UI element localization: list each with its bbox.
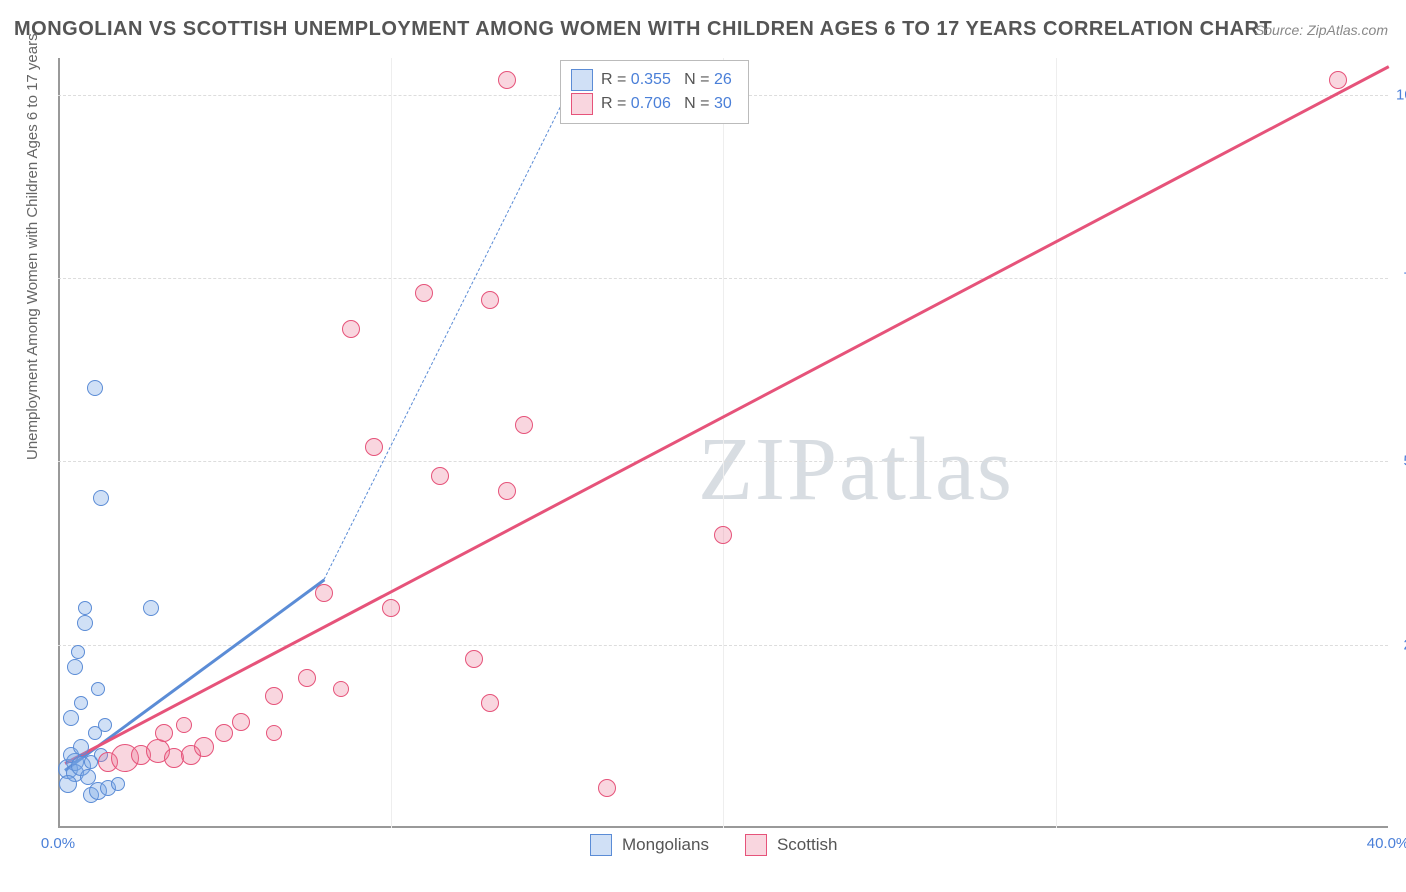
data-point [598, 779, 616, 797]
data-point [365, 438, 383, 456]
data-point [98, 718, 112, 732]
data-point [315, 584, 333, 602]
data-point [333, 681, 349, 697]
chart-title: MONGOLIAN VS SCOTTISH UNEMPLOYMENT AMONG… [14, 18, 1272, 41]
data-point [155, 724, 173, 742]
data-point [415, 284, 433, 302]
data-point [431, 467, 449, 485]
legend-stat-text: R = 0.355 N = 26 [601, 71, 732, 89]
grid-line-v [1056, 58, 1057, 828]
data-point [73, 739, 89, 755]
y-axis-label: Unemployment Among Women with Children A… [24, 33, 41, 460]
legend-swatch [590, 834, 612, 856]
legend-series-label: Mongolians [622, 835, 709, 855]
data-point [298, 669, 316, 687]
data-point [194, 737, 214, 757]
data-point [59, 775, 77, 793]
data-point [382, 599, 400, 617]
watermark: ZIPatlas [698, 418, 1014, 521]
source-label: Source: ZipAtlas.com [1255, 22, 1388, 38]
scatter-plot: ZIPatlas 25.0%50.0%75.0%100.0%0.0%40.0%R… [58, 58, 1388, 828]
data-point [111, 777, 125, 791]
legend-swatch [571, 93, 593, 115]
x-tick-label: 0.0% [41, 835, 75, 852]
data-point [78, 601, 92, 615]
y-tick-label: 25.0% [1396, 636, 1406, 653]
data-point [176, 717, 192, 733]
data-point [63, 710, 79, 726]
y-tick-label: 100.0% [1396, 86, 1406, 103]
legend-swatch [571, 69, 593, 91]
data-point [498, 71, 516, 89]
legend-series: Mongolians Scottish [590, 834, 837, 856]
data-point [481, 291, 499, 309]
data-point [481, 694, 499, 712]
data-point [93, 490, 109, 506]
data-point [215, 724, 233, 742]
data-point [498, 482, 516, 500]
data-point [143, 600, 159, 616]
data-point [91, 682, 105, 696]
data-point [342, 320, 360, 338]
legend-swatch [745, 834, 767, 856]
grid-line-v [723, 58, 724, 828]
data-point [265, 687, 283, 705]
data-point [71, 645, 85, 659]
legend-series-label: Scottish [777, 835, 837, 855]
data-point [465, 650, 483, 668]
legend-stats: R = 0.355 N = 26 R = 0.706 N = 30 [560, 60, 749, 124]
trend-line [64, 66, 1389, 765]
y-tick-label: 50.0% [1396, 453, 1406, 470]
legend-stats-row: R = 0.355 N = 26 [571, 69, 732, 91]
legend-series-item: Scottish [745, 834, 837, 856]
data-point [714, 526, 732, 544]
data-point [74, 696, 88, 710]
data-point [67, 659, 83, 675]
trend-line [324, 80, 574, 579]
legend-stats-row: R = 0.706 N = 30 [571, 93, 732, 115]
data-point [77, 615, 93, 631]
y-tick-label: 75.0% [1396, 270, 1406, 287]
legend-series-item: Mongolians [590, 834, 709, 856]
data-point [266, 725, 282, 741]
data-point [1329, 71, 1347, 89]
data-point [232, 713, 250, 731]
legend-stat-text: R = 0.706 N = 30 [601, 95, 732, 113]
x-tick-label: 40.0% [1367, 835, 1406, 852]
y-axis [58, 58, 60, 828]
data-point [87, 380, 103, 396]
data-point [515, 416, 533, 434]
